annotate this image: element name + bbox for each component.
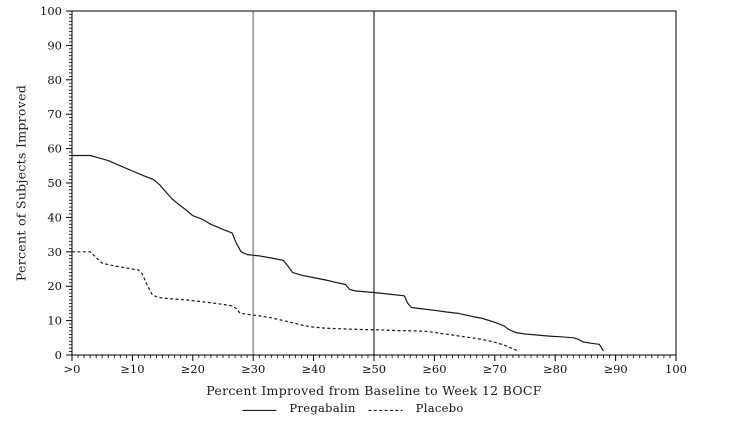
x-tick-label: ≥60 (422, 362, 446, 376)
y-axis-title: Percent of Subjects Improved (13, 84, 29, 282)
y-tick-label: 60 (47, 142, 62, 156)
y-tick-label: 10 (47, 314, 62, 328)
x-tick-label: ≥30 (241, 362, 265, 376)
y-tick-label: 30 (47, 245, 62, 259)
x-axis-title: Percent Improved from Baseline to Week 1… (206, 383, 542, 398)
series-placebo (72, 251, 520, 352)
y-tick-label: 20 (47, 279, 62, 293)
x-tick-label: 100 (665, 362, 687, 376)
x-tick-label: ≥20 (181, 362, 205, 376)
x-tick-label: ≥90 (603, 362, 627, 376)
legend-swatch-pregabalin (242, 409, 277, 411)
y-tick-label: 90 (47, 38, 62, 52)
x-tick-label: ≥70 (483, 362, 507, 376)
legend-label-pregabalin: Pregabalin (289, 401, 356, 415)
y-tick-label: 80 (47, 73, 62, 87)
x-tick-label: ≥80 (543, 362, 567, 376)
x-tick-label: ≥40 (301, 362, 325, 376)
y-tick-label: 70 (47, 107, 62, 121)
y-tick-label: 0 (55, 348, 62, 362)
y-tick-label: 50 (47, 176, 62, 190)
series-pregabalin (72, 154, 605, 352)
y-tick-label: 100 (40, 4, 62, 18)
legend: Pregabalin Placebo (242, 401, 463, 415)
x-tick-label: ≥50 (362, 362, 386, 376)
x-tick-label: ≥10 (120, 362, 144, 376)
x-tick-label: >0 (64, 362, 81, 376)
y-tick-label: 40 (47, 210, 62, 224)
legend-label-placebo: Placebo (415, 401, 464, 415)
legend-swatch-placebo (368, 409, 403, 411)
